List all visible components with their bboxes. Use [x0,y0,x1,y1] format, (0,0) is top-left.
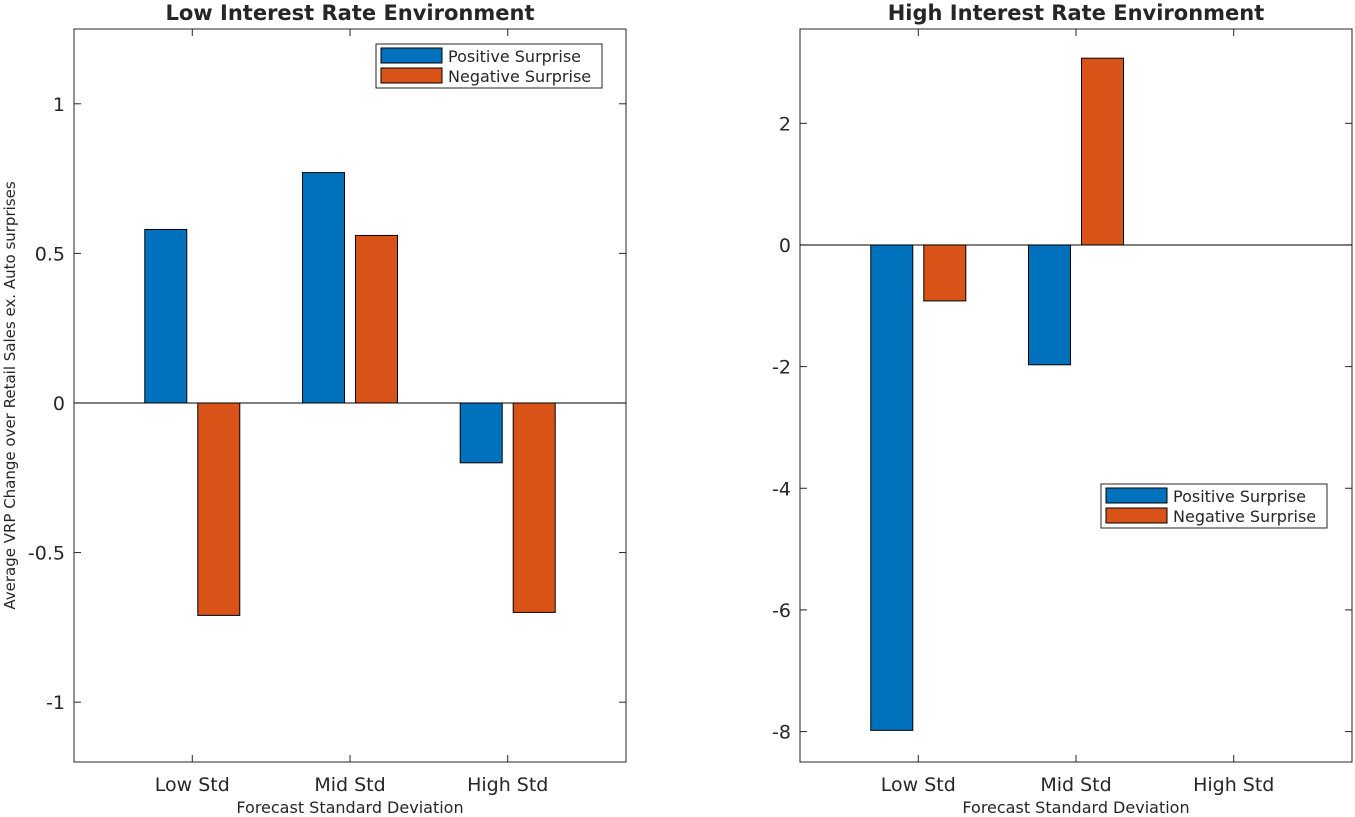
y-tick-label: 0.5 [35,243,65,265]
x-tick-label: Mid Std [1040,774,1111,796]
y-tick-label: 0 [53,393,65,415]
y-axis-label: Average VRP Change over Retail Sales ex.… [1,181,19,609]
y-tick-label: -0.5 [28,543,65,565]
bar-negative-0 [197,402,241,616]
chart-title: Low Interest Rate Environment [166,1,535,25]
bar-negative-1 [355,234,398,404]
x-tick-label: High Std [1193,774,1274,796]
legend-entry: Negative Surprise [448,67,591,86]
legend-swatch [1105,507,1168,524]
bar-negative-2 [512,402,556,613]
x-tick-label: Mid Std [314,774,385,796]
x-tick-label: High Std [467,774,548,796]
legend-swatch [1105,487,1168,504]
legend-entry: Negative Surprise [1173,507,1316,526]
bar-positive-0 [870,244,914,731]
x-tick-label: Low Std [155,774,230,796]
x-tick-label: Low Std [881,774,956,796]
y-tick-label: -4 [772,478,791,500]
bar-positive-1 [302,172,345,404]
x-axis-label: Forecast Standard Deviation [962,798,1189,817]
panel-high-interest: -8 -6 -4 -2 0 2 Low Std Mid Std High Std High Int… [772,1,1353,817]
chart-title: High Interest Rate Environment [888,1,1265,25]
legend-swatch [380,47,443,64]
legend-entry: Positive Surprise [1173,487,1306,506]
legend-entry: Positive Surprise [448,47,581,66]
bar-negative-0 [923,244,967,302]
legend-swatch [380,67,443,84]
y-tick-label: 2 [779,113,791,135]
y-tick-label: -6 [772,600,791,622]
x-axis-label: Forecast Standard Deviation [236,798,463,817]
bar-positive-1 [1028,244,1071,366]
y-tick-label: -2 [772,357,791,379]
panel-low-interest: -1 -0.5 0 0.5 1 Low Std Mid Std High Std Low Int… [1,1,627,817]
bar-positive-2 [459,402,503,464]
y-tick-label: 0 [779,235,791,257]
y-tick-label: -8 [772,722,791,744]
bar-negative-1 [1081,57,1124,246]
bar-positive-0 [144,228,188,404]
y-tick-label: 1 [53,94,65,116]
y-tick-label: -1 [46,692,65,714]
